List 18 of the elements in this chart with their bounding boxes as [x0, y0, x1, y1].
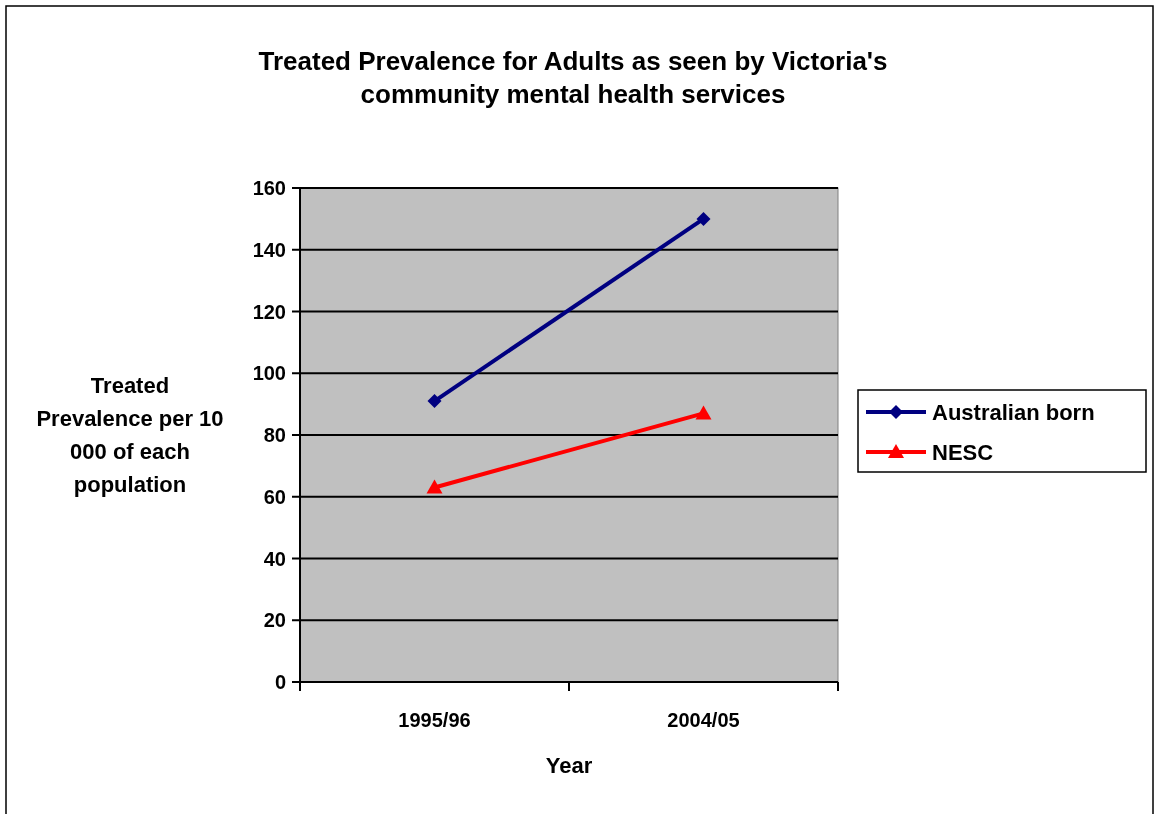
chart-title: Treated Prevalence for Adults as seen by Victoria's community mental health services — [258, 46, 888, 109]
legend-label: Australian born — [932, 399, 1095, 425]
y-tick-label: 160 — [252, 177, 286, 199]
y-tick-label: 40 — [263, 547, 286, 570]
point — [696, 211, 711, 226]
y-tick-label: 60 — [263, 485, 286, 508]
y-tick-label: 0 — [274, 671, 286, 693]
x-tick-label: 1995/96 — [398, 709, 471, 731]
legend-label: NESC — [932, 439, 994, 465]
y-axis-title: Treated Prevalence per 10 000 of each population — [36, 373, 224, 497]
y-tick-label: 80 — [263, 424, 286, 446]
y-tick-label: 120 — [252, 300, 286, 323]
x-axis-title: Year — [545, 753, 593, 778]
point — [427, 394, 442, 409]
y-tick-label: 100 — [252, 362, 286, 385]
y-tick-label: 140 — [252, 238, 286, 261]
y-tick-label: 20 — [263, 609, 286, 632]
x-tick-label: 2004/05 — [667, 709, 740, 731]
